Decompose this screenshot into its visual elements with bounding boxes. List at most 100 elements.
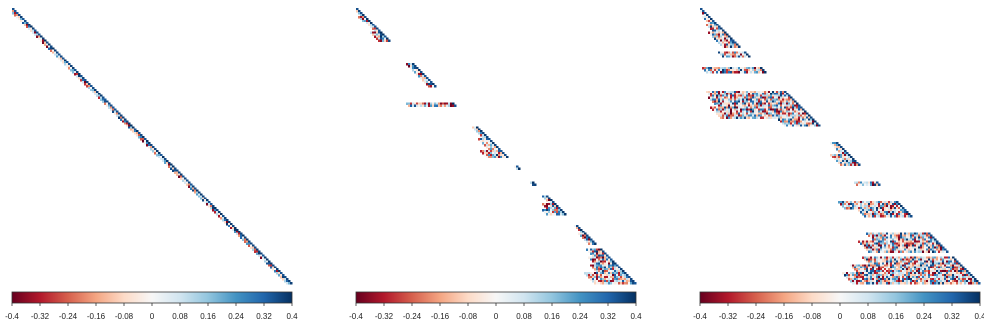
heatmap-cell bbox=[866, 242, 869, 245]
heatmap-cell bbox=[616, 280, 619, 283]
heatmap-cell bbox=[734, 51, 737, 54]
colorbar-tick-label: 0.32 bbox=[944, 312, 960, 321]
heatmap-cell bbox=[134, 128, 137, 131]
heatmap-cell bbox=[474, 128, 477, 131]
heatmap-cell bbox=[892, 207, 895, 210]
heatmap-cell bbox=[742, 55, 745, 58]
heatmap-cell bbox=[494, 153, 497, 157]
heatmap-cell bbox=[716, 39, 719, 42]
heatmap-cell bbox=[964, 272, 967, 275]
heatmap-cell bbox=[878, 274, 881, 277]
heatmap-cell bbox=[426, 82, 429, 86]
heatmap-cell bbox=[894, 234, 897, 238]
heatmap-cell bbox=[868, 211, 871, 214]
heatmap-cell bbox=[736, 45, 739, 48]
heatmap-cell bbox=[718, 31, 721, 35]
heatmap-cell bbox=[716, 112, 719, 115]
heatmap-cell bbox=[892, 236, 895, 240]
heatmap-cell bbox=[628, 278, 631, 281]
heatmap-cell bbox=[958, 276, 961, 279]
heatmap-cell bbox=[948, 278, 951, 281]
heatmap-cell bbox=[590, 252, 593, 255]
heatmap-cell bbox=[866, 282, 869, 285]
heatmap-cell bbox=[906, 262, 909, 265]
heatmap-cell bbox=[564, 213, 567, 216]
heatmap-cell bbox=[732, 100, 735, 104]
heatmap-cell bbox=[920, 238, 923, 242]
heatmap-cell bbox=[724, 98, 727, 102]
heatmap-cell bbox=[728, 112, 731, 115]
heatmap-cell bbox=[892, 244, 895, 247]
heatmap-cell bbox=[768, 102, 771, 105]
heatmap-cell bbox=[858, 266, 861, 269]
heatmap-cell bbox=[744, 53, 747, 56]
heatmap-cell bbox=[734, 55, 737, 58]
heatmap-cell bbox=[56, 51, 59, 54]
heatmap-cell bbox=[190, 185, 193, 188]
heatmap-cell bbox=[900, 234, 903, 238]
heatmap-cell bbox=[918, 266, 921, 269]
heatmap-cell bbox=[922, 236, 925, 240]
heatmap-cell bbox=[898, 282, 901, 285]
heatmap-cell bbox=[764, 92, 767, 96]
heatmap-cell bbox=[840, 149, 843, 153]
heatmap-cell bbox=[600, 276, 603, 279]
heatmap-cell bbox=[924, 280, 927, 283]
heatmap-cell bbox=[614, 264, 617, 267]
heatmap-cell bbox=[918, 240, 921, 243]
heatmap-cell bbox=[742, 90, 745, 94]
heatmap-cell bbox=[886, 278, 889, 281]
heatmap-cell bbox=[706, 15, 709, 19]
heatmap-cell bbox=[738, 94, 741, 98]
heatmap-cell bbox=[736, 51, 739, 54]
heatmap-cell bbox=[868, 201, 871, 204]
heatmap-cell bbox=[858, 205, 861, 208]
heatmap-cell bbox=[920, 272, 923, 275]
heatmap-cell bbox=[866, 240, 869, 243]
heatmap-cell bbox=[766, 90, 769, 94]
heatmap-cell bbox=[726, 39, 729, 42]
heatmap-cell bbox=[918, 270, 921, 273]
heatmap-cell bbox=[902, 232, 905, 236]
heatmap-cell bbox=[138, 134, 141, 137]
heatmap-cell bbox=[850, 161, 853, 165]
heatmap-cell bbox=[880, 234, 883, 238]
heatmap-cell bbox=[900, 209, 903, 212]
heatmap-cell bbox=[836, 142, 839, 145]
heatmap-cell bbox=[756, 98, 759, 102]
heatmap-cell bbox=[18, 15, 21, 19]
heatmap-cell bbox=[164, 157, 167, 161]
heatmap-cell bbox=[248, 244, 251, 247]
heatmap-cell bbox=[902, 246, 905, 249]
heatmap-cell bbox=[930, 244, 933, 247]
heatmap-cell bbox=[732, 45, 735, 48]
heatmap-cell bbox=[792, 124, 795, 127]
heatmap-cell bbox=[878, 276, 881, 279]
heatmap-cell bbox=[712, 33, 715, 36]
heatmap-cell bbox=[206, 203, 209, 206]
heatmap-cell bbox=[288, 282, 291, 285]
heatmap-cell bbox=[710, 90, 713, 94]
heatmap-cell bbox=[894, 238, 897, 242]
heatmap-cell bbox=[904, 250, 907, 253]
heatmap-cell bbox=[890, 236, 893, 240]
heatmap-cell bbox=[896, 248, 899, 251]
heatmap-cell bbox=[198, 191, 201, 194]
heatmap-cell bbox=[530, 181, 533, 184]
heatmap-cell bbox=[72, 71, 75, 74]
heatmap-cell bbox=[942, 268, 945, 271]
heatmap-cell bbox=[588, 274, 591, 277]
heatmap-cell bbox=[920, 236, 923, 240]
heatmap-cell bbox=[200, 195, 203, 198]
heatmap-cell bbox=[490, 147, 493, 151]
heatmap-cell bbox=[744, 104, 747, 107]
heatmap-cell bbox=[720, 102, 723, 105]
heatmap-cell bbox=[724, 92, 727, 96]
heatmap-cell bbox=[100, 98, 103, 102]
heatmap-cell bbox=[116, 110, 119, 113]
heatmap-cell bbox=[776, 104, 779, 107]
heatmap-cell bbox=[714, 96, 717, 100]
heatmap-cell bbox=[758, 92, 761, 96]
heatmap-cell bbox=[880, 203, 883, 206]
heatmap-cell bbox=[798, 120, 801, 123]
